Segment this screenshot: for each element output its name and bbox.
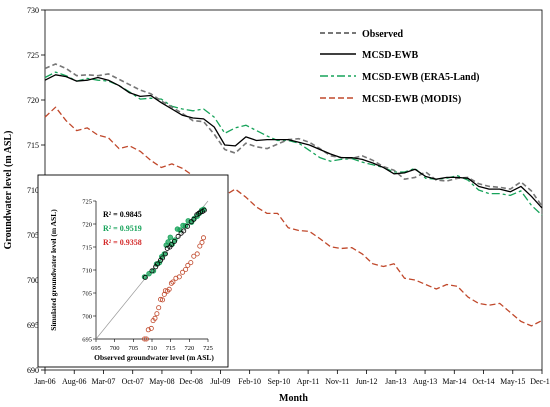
inset-x-tick-label: 695 bbox=[91, 345, 101, 352]
series-line-mcsd bbox=[44, 74, 543, 209]
inset-point-modis bbox=[199, 239, 205, 245]
inset-r2-annotation: R² = 0.9845 bbox=[103, 210, 142, 219]
inset-point-modis bbox=[180, 269, 186, 275]
legend-label-observed: Observed bbox=[362, 29, 404, 40]
y-tick-label: 715 bbox=[27, 141, 39, 150]
y-axis-title: Groundwater level (m ASL) bbox=[3, 131, 14, 250]
inset-point-modis bbox=[176, 274, 182, 280]
inset-point-modis bbox=[191, 253, 197, 259]
x-tick-label: May-08 bbox=[149, 377, 174, 386]
x-tick-label: Dec-08 bbox=[179, 377, 203, 386]
inset-r2-annotation: R² = 0.9519 bbox=[103, 224, 142, 233]
x-tick-label: Dec-15 bbox=[530, 377, 550, 386]
inset-point-mcsd bbox=[159, 255, 165, 261]
x-tick-label: Mar-07 bbox=[92, 377, 116, 386]
inset-point-modis bbox=[143, 336, 149, 342]
inset-point-mcsd bbox=[155, 261, 161, 267]
x-tick-label: Feb-10 bbox=[238, 377, 261, 386]
inset-point-era5 bbox=[167, 234, 173, 240]
main-plot: 690 695 700 705 710 715 720 725 730 Jan-06 Aug-06 M… bbox=[3, 6, 550, 404]
y-tick-label: 695 bbox=[27, 321, 39, 330]
inset-point-modis bbox=[168, 280, 174, 286]
inset-point-mcsd bbox=[201, 207, 207, 213]
x-tick-label: Oct-07 bbox=[122, 377, 144, 386]
inset-point-modis bbox=[141, 336, 147, 342]
y-tick-label: 730 bbox=[27, 6, 39, 15]
y-tick-label: 700 bbox=[27, 276, 39, 285]
inset-x-axis-title: Observed groundwater level (m ASL) bbox=[94, 353, 214, 362]
inset-y-tick-label: 725 bbox=[82, 198, 92, 205]
inset-scatter-plot: 695 700 705 710 715 720 725 695 700 705 710 715 720 7… bbox=[37, 174, 229, 368]
inset-point-modis bbox=[197, 243, 203, 249]
inset-y-tick-label: 700 bbox=[82, 313, 92, 320]
inset-point-modis bbox=[200, 235, 206, 241]
inset-point-modis bbox=[183, 266, 189, 272]
inset-point-mcsd bbox=[149, 268, 155, 274]
inset-x-tick-label: 700 bbox=[110, 345, 120, 352]
inset-y-tick-label: 710 bbox=[82, 267, 92, 274]
x-tick-label: Apr-11 bbox=[297, 377, 320, 386]
inset-point-era5 bbox=[165, 239, 171, 245]
x-tick-label: Nov-11 bbox=[325, 377, 349, 386]
y-tick-label: 725 bbox=[27, 51, 39, 60]
inset-point-modis bbox=[152, 315, 158, 321]
x-axis-title: Month bbox=[279, 393, 308, 404]
legend-label-modis: MCSD-EWB (MODIS) bbox=[362, 94, 461, 105]
y-tick-label: 720 bbox=[27, 96, 39, 105]
y-tick-label: 710 bbox=[27, 186, 39, 195]
series-line-modis bbox=[44, 106, 543, 327]
x-tick-label: Jan-06 bbox=[34, 377, 55, 386]
inset-point-modis bbox=[194, 251, 200, 257]
inset-y-axis-title: Simulated groundwater level (m ASL) bbox=[49, 209, 58, 331]
inset-x-tick-label: 710 bbox=[147, 345, 157, 352]
inset-point-mcsd bbox=[142, 274, 148, 280]
inset-point-mcsd bbox=[168, 242, 174, 248]
inset-point-mcsd bbox=[181, 228, 187, 234]
inset-point-era5 bbox=[161, 251, 167, 257]
inset-point-modis bbox=[188, 260, 194, 266]
x-tick-label: Sep-10 bbox=[268, 377, 291, 386]
x-tick-label: Jul-09 bbox=[210, 377, 230, 386]
inset-y-tick-label: 705 bbox=[82, 290, 92, 297]
inset-point-modis bbox=[145, 327, 151, 333]
inset-y-tick-label: 715 bbox=[82, 244, 92, 251]
inset-frame bbox=[37, 174, 229, 368]
y-tick-label: 705 bbox=[27, 231, 39, 240]
inset-point-mcsd bbox=[171, 238, 177, 244]
inset-point-modis bbox=[154, 311, 160, 317]
x-tick-label: Aug-06 bbox=[62, 377, 86, 386]
inset-point-mcsd bbox=[191, 216, 197, 222]
inset-point-mcsd bbox=[162, 251, 168, 257]
x-tick-label: Jun-12 bbox=[356, 377, 378, 386]
inset-x-tick-label: 715 bbox=[166, 345, 176, 352]
inset-point-mcsd bbox=[184, 223, 190, 229]
inset-point-modis bbox=[185, 262, 191, 268]
inset-y-tick-label: 695 bbox=[82, 336, 92, 343]
inset-point-modis bbox=[156, 305, 162, 311]
legend: Observed MCSD-EWB MCSD-EWB (ERA5-Land) MCSD… bbox=[320, 29, 480, 105]
legend-label-era5: MCSD-EWB (ERA5-Land) bbox=[362, 72, 480, 83]
inset-x-tick-label: 725 bbox=[203, 345, 213, 352]
inset-point-modis bbox=[148, 325, 154, 331]
inset-point-modis bbox=[170, 279, 176, 285]
inset-point-era5 bbox=[150, 268, 157, 274]
inset-point-modis bbox=[159, 297, 165, 303]
x-tick-label: Aug-13 bbox=[413, 377, 437, 386]
legend-label-mcsd: MCSD-EWB bbox=[362, 50, 418, 61]
x-tick-label: Oct-14 bbox=[472, 377, 494, 386]
inset-x-tick-label: 705 bbox=[128, 345, 138, 352]
x-tick-label: Mar-14 bbox=[442, 377, 466, 386]
inset-point-mcsd bbox=[164, 245, 170, 251]
inset-point-mcsd bbox=[175, 233, 181, 239]
inset-y-tick-label: 720 bbox=[82, 221, 92, 228]
inset-x-tick-label: 720 bbox=[184, 345, 194, 352]
inset-r2-annotation: R² = 0.9358 bbox=[103, 238, 142, 247]
y-tick-label: 690 bbox=[27, 366, 39, 375]
inset-point-modis bbox=[166, 286, 172, 292]
x-tick-label: Jan-13 bbox=[385, 377, 406, 386]
x-tick-label: May-15 bbox=[500, 377, 525, 386]
